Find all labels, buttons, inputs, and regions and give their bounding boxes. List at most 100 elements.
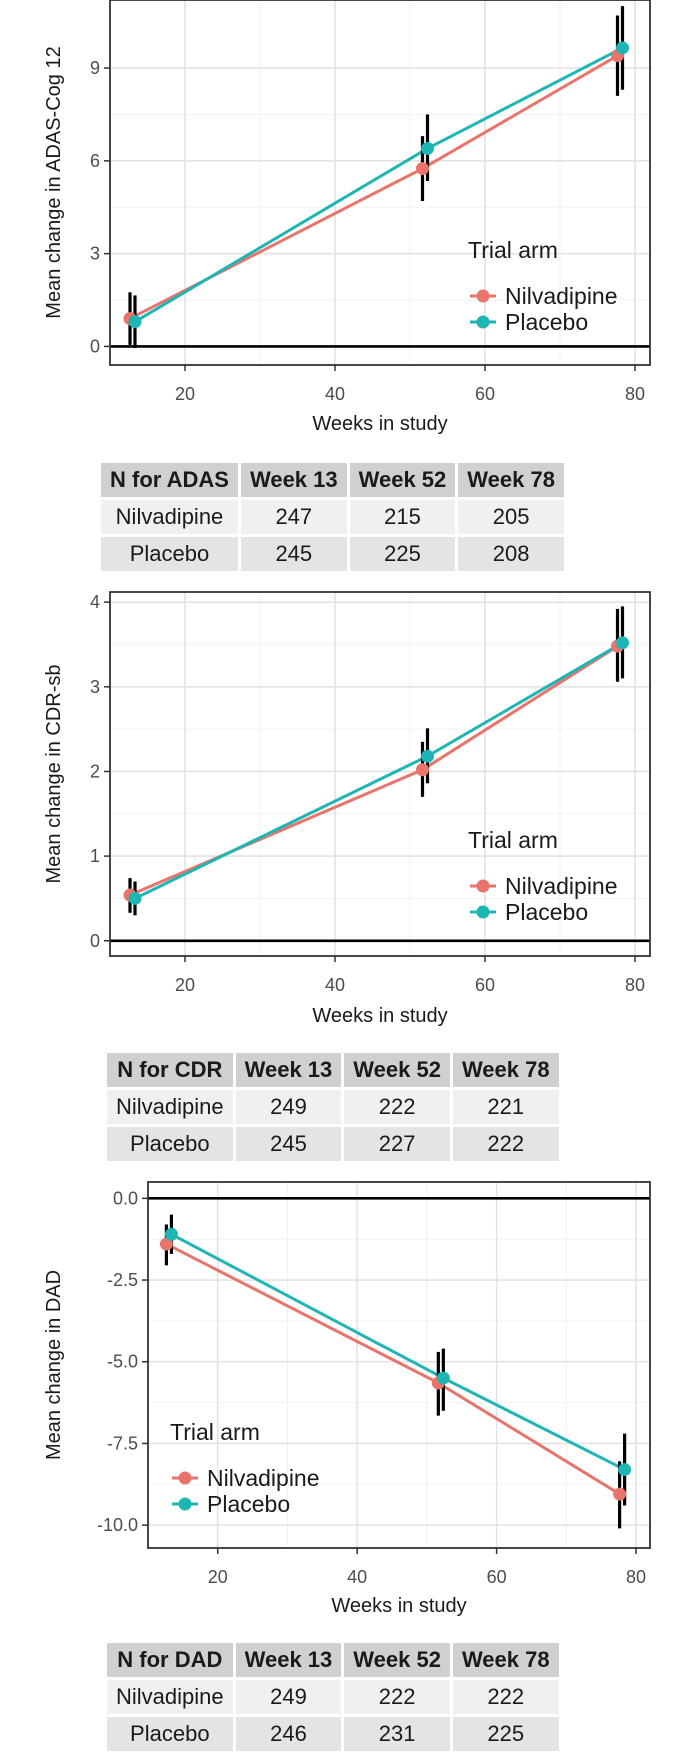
x-tick-label: 60 xyxy=(487,1567,507,1587)
table-header-cell: Week 52 xyxy=(349,463,456,497)
x-tick-label: 60 xyxy=(475,975,495,995)
x-axis-label: Weeks in study xyxy=(312,413,447,435)
data-point-placebo xyxy=(616,636,629,650)
table-row: Nilvadipine 249 222 222 xyxy=(107,1680,559,1714)
y-tick-label: 6 xyxy=(90,151,100,171)
y-tick-label: 3 xyxy=(90,677,100,697)
x-tick-label: 20 xyxy=(175,384,195,404)
table-cell: 245 xyxy=(235,1127,342,1161)
data-point-placebo xyxy=(128,891,142,905)
y-tick-label: -2.5 xyxy=(107,1270,138,1290)
data-point-placebo xyxy=(618,1463,632,1477)
y-tick-label: 0 xyxy=(90,336,100,356)
plot-border xyxy=(109,0,651,366)
x-tick-label: 40 xyxy=(347,1567,367,1587)
plot-border xyxy=(147,1181,651,1549)
table-cell: Placebo xyxy=(107,1127,233,1161)
table-row: Placebo 245 225 208 xyxy=(101,537,564,571)
legend-key-point-nilvadipine xyxy=(476,289,490,303)
table-cell: Nilvadipine xyxy=(101,500,238,534)
n-table-dad: N for DAD Week 13 Week 52 Week 78 Nilvadipin… xyxy=(104,1640,562,1754)
table-header-cell: Week 13 xyxy=(240,463,347,497)
chart-2: 20 40 60 80 0.0 -2.5 -5.0 -7.5 -10.0 Weeks in stu… xyxy=(43,1181,651,1617)
data-point-placebo xyxy=(436,1371,450,1385)
table-header-cell: N for CDR xyxy=(107,1053,233,1087)
table-header-row: N for DAD Week 13 Week 52 Week 78 xyxy=(107,1643,559,1677)
data-point-placebo xyxy=(421,749,434,763)
legend-label-placebo: Placebo xyxy=(505,899,588,925)
x-tick-label: 80 xyxy=(625,975,645,995)
data-point-nilvadipine xyxy=(159,1237,173,1251)
data-point-placebo xyxy=(164,1227,178,1241)
x-tick-label: 40 xyxy=(325,975,345,995)
legend-key-point-nilvadipine xyxy=(178,1471,192,1485)
y-tick-label: 0 xyxy=(90,931,100,951)
table-cell: Placebo xyxy=(101,537,238,571)
table-cell: 249 xyxy=(235,1680,342,1714)
y-tick-label: 9 xyxy=(90,58,100,78)
legend-label-placebo: Placebo xyxy=(207,1491,290,1517)
x-tick-label: 20 xyxy=(208,1567,228,1587)
legend-title: Trial arm xyxy=(468,827,558,853)
table-cell: 215 xyxy=(349,500,456,534)
legend-label-placebo: Placebo xyxy=(505,309,588,335)
y-tick-label: 0.0 xyxy=(113,1188,138,1208)
table-cell: 208 xyxy=(458,537,564,571)
y-tick-label: -7.5 xyxy=(107,1433,138,1453)
table-cell: 227 xyxy=(344,1127,450,1161)
table-header-cell: Week 78 xyxy=(458,463,564,497)
legend-key-point-placebo xyxy=(476,905,490,919)
table-cell: 222 xyxy=(344,1680,450,1714)
table-row: Placebo 245 227 222 xyxy=(107,1127,559,1161)
y-tick-label: 2 xyxy=(90,761,100,781)
table-cell: 247 xyxy=(240,500,347,534)
legend-label-nilvadipine: Nilvadipine xyxy=(505,873,618,899)
table-header-cell: Week 78 xyxy=(452,1643,559,1677)
data-point-placebo xyxy=(128,315,142,329)
y-tick-label: 4 xyxy=(90,592,100,612)
table-header-cell: Week 13 xyxy=(235,1643,342,1677)
table-cell: 221 xyxy=(452,1090,559,1124)
legend-key-point-nilvadipine xyxy=(476,879,490,893)
x-axis-label: Weeks in study xyxy=(331,1595,466,1617)
data-point-nilvadipine xyxy=(416,763,429,777)
chart-0: 20 40 60 80 0 3 6 9 Weeks in study Mean change in… xyxy=(43,0,651,435)
table-header-cell: Week 13 xyxy=(235,1053,342,1087)
table-cell: 222 xyxy=(344,1090,450,1124)
table-cell: 222 xyxy=(452,1680,559,1714)
y-tick-label: 1 xyxy=(90,846,100,866)
y-tick-label: -10.0 xyxy=(97,1515,138,1535)
data-point-nilvadipine xyxy=(416,162,429,176)
y-axis-label: Mean change in ADAS-Cog 12 xyxy=(43,46,65,318)
legend-key-point-placebo xyxy=(476,315,490,329)
table-cell: 246 xyxy=(235,1717,342,1751)
legend-title: Trial arm xyxy=(170,1419,260,1445)
table-row: Placebo 246 231 225 xyxy=(107,1717,559,1751)
x-tick-label: 80 xyxy=(625,384,645,404)
table-header-row: N for ADAS Week 13 Week 52 Week 78 xyxy=(101,463,564,497)
table-header-cell: N for DAD xyxy=(107,1643,233,1677)
table-cell: 205 xyxy=(458,500,564,534)
table-cell: 249 xyxy=(235,1090,342,1124)
x-axis-label: Weeks in study xyxy=(312,1005,447,1027)
x-tick-label: 20 xyxy=(175,975,195,995)
n-table-cdr: N for CDR Week 13 Week 52 Week 78 Nilvadipin… xyxy=(104,1050,562,1164)
legend-label-nilvadipine: Nilvadipine xyxy=(505,283,618,309)
plot-border xyxy=(109,591,651,957)
x-tick-label: 40 xyxy=(325,384,345,404)
data-point-placebo xyxy=(616,41,629,55)
y-tick-label: 3 xyxy=(90,244,100,264)
table-header-cell: N for ADAS xyxy=(101,463,238,497)
data-point-nilvadipine xyxy=(613,1487,627,1501)
n-table-adas: N for ADAS Week 13 Week 52 Week 78 Nilvadipi… xyxy=(98,460,567,574)
legend-title: Trial arm xyxy=(468,237,558,263)
table-cell: Nilvadipine xyxy=(107,1090,233,1124)
table-cell: 245 xyxy=(240,537,347,571)
table-row: Nilvadipine 247 215 205 xyxy=(101,500,564,534)
table-cell: 225 xyxy=(349,537,456,571)
x-tick-label: 60 xyxy=(475,384,495,404)
